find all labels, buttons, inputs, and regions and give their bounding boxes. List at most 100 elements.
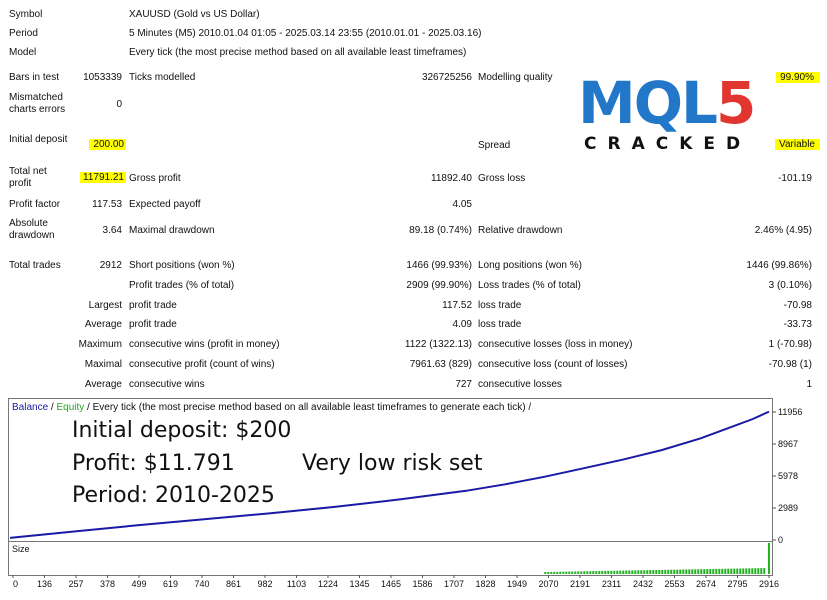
- size-bar: [544, 572, 547, 574]
- overlay-profit: Profit: $11.791: [72, 451, 235, 476]
- size-bar: [721, 568, 724, 574]
- size-label: Size: [12, 544, 30, 554]
- size-bar: [679, 569, 682, 574]
- x-tick-label: 1465: [381, 579, 401, 589]
- size-bar: [628, 570, 631, 574]
- size-bar: [550, 571, 553, 574]
- x-tick-label: 1103: [287, 579, 306, 589]
- average-label: Average: [84, 319, 122, 330]
- size-bar: [661, 569, 664, 574]
- average-loss-value: -33.73: [783, 319, 812, 330]
- average2-label: Average: [84, 379, 122, 390]
- size-bar: [607, 570, 610, 574]
- absdd-label: Absolute drawdown: [9, 218, 55, 241]
- size-bar: [712, 568, 715, 574]
- largest-loss-value: -70.98: [783, 300, 812, 311]
- size-bar: [685, 569, 688, 574]
- size-bar: [559, 571, 562, 574]
- size-bar: [718, 568, 721, 574]
- absdd-value: 3.64: [102, 225, 122, 236]
- maximum-label: Maximum: [78, 339, 122, 350]
- mql5-cracked-logo: MQL5 CRACKED: [578, 69, 756, 157]
- spread-value: Variable: [740, 136, 820, 154]
- size-bar: [574, 571, 577, 574]
- period-value: 5 Minutes (M5) 2010.01.04 01:05 - 2025.0…: [129, 28, 482, 39]
- size-bars: [544, 543, 770, 574]
- payoff-value: 4.05: [452, 199, 472, 210]
- size-bar: [547, 571, 550, 574]
- size-bar: [649, 570, 652, 574]
- size-bar: [757, 568, 760, 574]
- size-bar: [691, 569, 694, 574]
- size-bar: [583, 571, 586, 574]
- average-profit-label: profit trade: [129, 319, 177, 330]
- x-tick-label: 619: [163, 579, 178, 589]
- x-tick-label: 1345: [349, 579, 369, 589]
- long-value: 1446 (99.86%): [746, 260, 812, 271]
- long-label: Long positions (won %): [478, 260, 582, 271]
- balance-chart: Balance / Equity / Every tick (the most …: [8, 398, 802, 589]
- size-bar: [595, 571, 598, 574]
- size-bar: [745, 568, 748, 574]
- maximal-profit-label: consecutive profit (count of wins): [129, 359, 275, 370]
- trades-value: 2912: [99, 260, 122, 271]
- logo-five: 5: [715, 69, 756, 137]
- max-wins-value: 1122 (1322.13): [404, 339, 472, 350]
- size-bar: [655, 569, 658, 574]
- size-bar: [664, 569, 667, 574]
- size-bar: [616, 570, 619, 574]
- size-bar: [724, 568, 727, 574]
- size-bar: [736, 568, 739, 574]
- pf-label: Profit factor: [9, 199, 61, 210]
- legend-equity: Equity: [56, 402, 84, 413]
- x-tick-label: 1707: [444, 579, 464, 589]
- logo-mql: MQL: [578, 69, 718, 137]
- quality-label: Modelling quality: [478, 72, 553, 83]
- size-bar: [637, 570, 640, 574]
- y-tick-label: 8967: [778, 439, 798, 449]
- size-bar: [568, 571, 571, 574]
- legend-balance: Balance: [12, 402, 49, 413]
- size-bar: [622, 570, 625, 574]
- size-bar: [631, 570, 634, 574]
- legend-sep: /: [48, 402, 56, 413]
- size-bar: [592, 571, 595, 574]
- payoff-label: Expected payoff: [129, 199, 201, 210]
- maximal-label: Maximal: [84, 359, 122, 370]
- size-bar: [754, 568, 757, 574]
- x-tick-label: 499: [131, 579, 146, 589]
- spread-label: Spread: [478, 140, 511, 151]
- overlay-risk-note: Very low risk set: [302, 451, 483, 476]
- size-bar: [767, 543, 770, 574]
- x-tick-label: 1586: [412, 579, 432, 589]
- x-tick-label: 2191: [570, 579, 590, 589]
- size-bar: [658, 569, 661, 574]
- period-label: Period: [9, 28, 38, 39]
- x-tick-label: 2070: [538, 579, 558, 589]
- grossloss-label: Gross loss: [478, 173, 526, 184]
- main-plot-frame: [8, 398, 773, 542]
- ticks-value: 326725256: [421, 72, 472, 83]
- size-bar: [682, 569, 685, 574]
- x-tick-label: 2432: [633, 579, 653, 589]
- size-bar: [586, 571, 589, 574]
- grossloss-value: -101.19: [778, 173, 812, 184]
- y-tick-label: 0: [778, 535, 783, 545]
- size-bar: [709, 569, 712, 574]
- max-wins-label: consecutive wins (profit in money): [129, 339, 280, 350]
- size-bar: [730, 568, 733, 574]
- x-tick-label: 861: [226, 579, 241, 589]
- size-bar: [700, 569, 703, 574]
- netprofit-label: Total net profit: [9, 166, 47, 189]
- mismatch-value: 0: [116, 99, 122, 110]
- avg-wins-label: consecutive wins: [129, 379, 205, 390]
- ptrades-label: Profit trades (% of total): [129, 280, 235, 291]
- logo-sub: CRACKED: [584, 134, 752, 154]
- x-tick-label: 2795: [727, 579, 747, 589]
- x-tick-label: 257: [68, 579, 83, 589]
- x-tick-label: 2311: [602, 579, 621, 589]
- x-tick-label: 1949: [507, 579, 527, 589]
- size-bar: [676, 569, 679, 574]
- bars-value: 1053339: [83, 72, 122, 83]
- size-bar: [739, 568, 742, 574]
